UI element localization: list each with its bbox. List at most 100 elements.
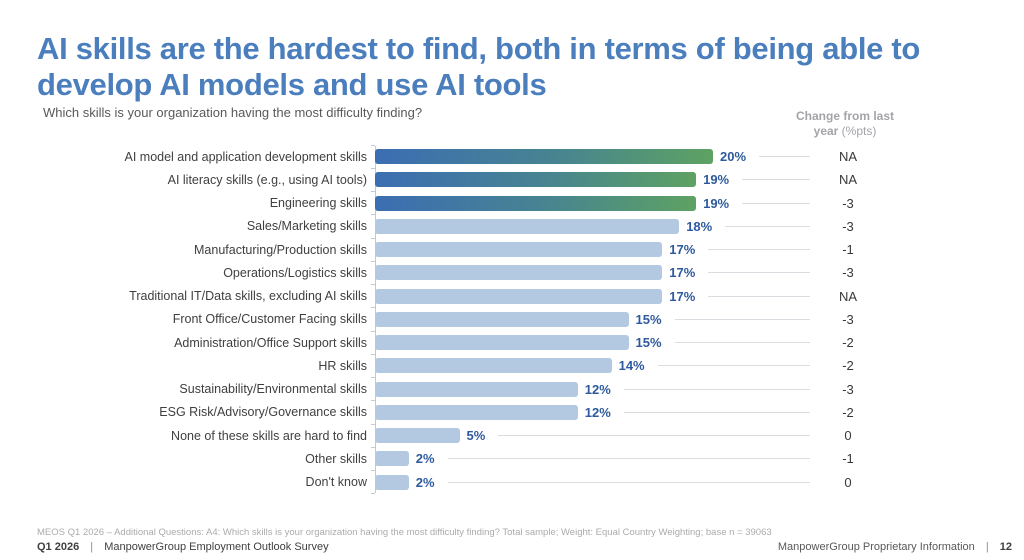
bar-area: 20% — [375, 145, 813, 168]
bar — [375, 358, 612, 374]
change-from-last-year-value: -1 — [842, 242, 854, 258]
bar — [375, 428, 460, 444]
slide-title: AI skills are the hardest to find, both … — [37, 30, 921, 103]
leader-line — [742, 179, 810, 181]
leader-line — [623, 388, 810, 390]
footer-proprietary: ManpowerGroup Proprietary Information | … — [778, 541, 1012, 553]
value-label: 15% — [635, 335, 662, 351]
bar-area: 18% — [375, 215, 813, 238]
category-label: Engineering skills — [269, 196, 367, 211]
chart-row: Operations/Logistics skills 17% -3 — [37, 260, 887, 284]
change-from-last-year-value: -2 — [842, 335, 854, 351]
value-label: 17% — [669, 288, 696, 304]
proprietary-label: ManpowerGroup Proprietary Information — [777, 541, 975, 553]
category-label: Don't know — [305, 475, 367, 490]
bar — [375, 451, 409, 467]
chart-row: Traditional IT/Data skills, excluding AI… — [37, 283, 887, 308]
leader-line — [674, 342, 810, 344]
bar — [375, 288, 663, 304]
category-label: Sales/Marketing skills — [246, 219, 367, 234]
footer-right-separator: | — [985, 541, 989, 553]
bar-area: 14% — [375, 354, 813, 377]
bar — [375, 474, 409, 490]
leader-line — [725, 225, 810, 227]
value-label: 14% — [618, 358, 645, 374]
leader-line — [657, 365, 810, 367]
chart-row: HR skills 14% -2 — [37, 353, 887, 377]
change-header-line2-bold: year — [813, 124, 839, 138]
footer-survey-label: ManpowerGroup Employment Outlook Survey — [104, 541, 329, 553]
footer-survey-name: Q1 2026 | ManpowerGroup Employment Outlo… — [37, 541, 329, 553]
value-label: 12% — [584, 381, 611, 397]
value-label: 15% — [635, 311, 662, 327]
change-from-last-year-value: 0 — [844, 428, 852, 444]
leader-line — [708, 249, 810, 251]
change-from-last-year-value: -2 — [842, 404, 854, 420]
change-from-last-year-value: NA — [838, 149, 858, 165]
category-label: AI literacy skills (e.g., using AI tools… — [167, 172, 367, 187]
category-label: None of these skills are hard to find — [171, 428, 367, 443]
footer-period: Q1 2026 — [37, 541, 80, 553]
leader-line — [708, 272, 810, 274]
bar — [375, 218, 680, 234]
category-label: ESG Risk/Advisory/Governance skills — [159, 405, 367, 420]
category-label: Operations/Logistics skills — [223, 265, 367, 280]
bar-area: 12% — [375, 378, 813, 401]
bar — [375, 335, 629, 351]
page-number: 12 — [999, 541, 1012, 553]
value-label: 19% — [703, 195, 730, 211]
leader-line — [674, 318, 810, 320]
change-from-last-year-value: -3 — [842, 265, 854, 281]
bar — [375, 404, 578, 420]
bar-area: 15% — [375, 331, 813, 354]
value-label: 5% — [466, 428, 486, 444]
value-label: 17% — [669, 265, 696, 281]
change-from-last-year-value: -3 — [842, 218, 854, 234]
change-from-last-year-value: -1 — [842, 451, 854, 467]
chart-row: Other skills 2% -1 — [37, 446, 887, 470]
source-footnote: MEOS Q1 2026 – Additional Questions: A4:… — [37, 527, 772, 538]
footer-separator: | — [90, 541, 94, 553]
category-label: Front Office/Customer Facing skills — [172, 312, 367, 327]
bar-highlighted — [375, 172, 697, 188]
change-column-header: Change from last year (%pts) — [778, 109, 912, 139]
category-label: HR skills — [318, 358, 367, 373]
bar-area: 17% — [375, 238, 813, 261]
value-label: 20% — [720, 149, 747, 165]
chart-row: Sales/Marketing skills 18% -3 — [37, 214, 887, 238]
leader-line — [759, 156, 810, 158]
chart-question-subtitle: Which skills is your organization having… — [43, 105, 423, 120]
leader-line — [708, 295, 810, 297]
chart-row: Don't know 2% 0 — [37, 469, 887, 495]
bar — [375, 381, 578, 397]
change-from-last-year-value: -3 — [842, 381, 854, 397]
bar-area: 17% — [375, 285, 813, 308]
chart-row: Administration/Office Support skills 15% -… — [37, 330, 887, 354]
bar — [375, 265, 663, 281]
category-label: Administration/Office Support skills — [174, 335, 367, 350]
chart-row: Front Office/Customer Facing skills 15% -3 — [37, 307, 887, 331]
bar-area: 5% — [375, 424, 813, 447]
chart-row: Engineering skills 19% -3 — [37, 190, 887, 215]
bar-area: 15% — [375, 308, 813, 331]
bar-area: 12% — [375, 401, 813, 424]
category-label: Traditional IT/Data skills, excluding AI… — [129, 289, 367, 304]
leader-line — [623, 411, 810, 413]
chart-row: None of these skills are hard to find 5% 0 — [37, 423, 887, 447]
change-from-last-year-value: NA — [838, 288, 858, 304]
leader-line — [447, 458, 810, 460]
chart-row: AI model and application development ski… — [37, 144, 887, 168]
category-label: Other skills — [305, 451, 367, 466]
category-label: Manufacturing/Production skills — [194, 242, 367, 257]
chart-row: ESG Risk/Advisory/Governance skills 12% -2 — [37, 400, 887, 424]
value-label: 12% — [584, 404, 611, 420]
change-from-last-year-value: -2 — [842, 358, 854, 374]
value-label: 18% — [686, 218, 713, 234]
bar — [375, 242, 663, 258]
leader-line — [498, 435, 810, 437]
bar — [375, 311, 629, 327]
bar-area: 2% — [375, 471, 813, 494]
value-label: 19% — [703, 172, 730, 188]
change-from-last-year-value: -3 — [842, 195, 854, 211]
chart-row: Manufacturing/Production skills 17% -1 — [37, 237, 887, 261]
